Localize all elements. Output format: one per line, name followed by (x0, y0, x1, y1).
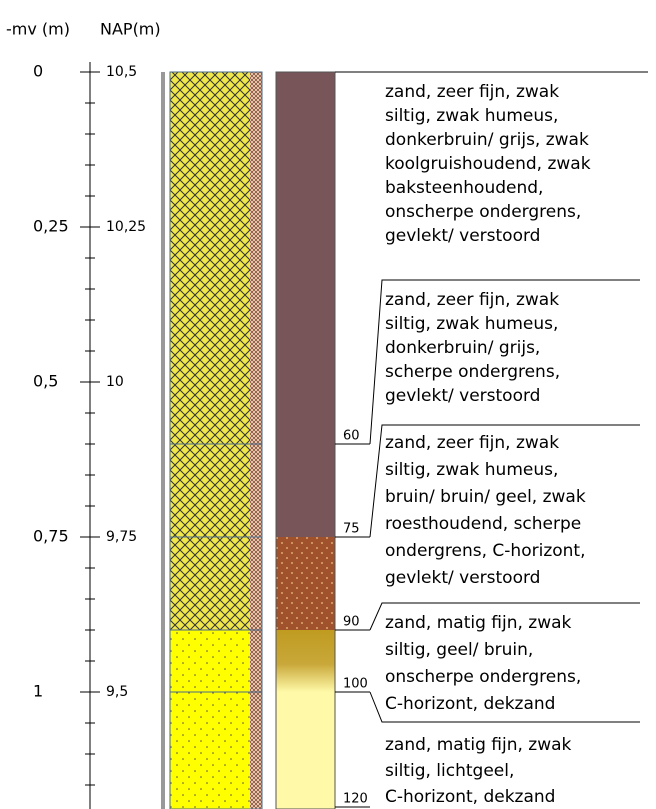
description-line: scherpe ondergrens, (385, 362, 560, 382)
lith-frame (169, 71, 263, 809)
description-line: zand, zeer fijn, zwak (385, 82, 559, 102)
description-line: zand, zeer fijn, zwak (385, 433, 559, 453)
description-line: bruin/ bruin/ geel, zwak (385, 487, 586, 507)
color-gold (276, 630, 335, 692)
casing-bar (161, 72, 165, 809)
leader (369, 279, 640, 445)
color-dark (276, 72, 335, 537)
description-line: zand, zeer fijn, zwak (385, 290, 559, 310)
description-line: donkerbruin/ grijs, zwak (385, 130, 589, 150)
nap-label: 10,25 (106, 219, 146, 235)
boundary-label: 90 (343, 615, 360, 630)
nap-label: 9,75 (106, 529, 137, 545)
description-line: koolgruishoudend, zwak (385, 154, 591, 174)
description-line: siltig, zwak humeus, (385, 460, 558, 480)
leader (369, 602, 640, 631)
description-line: C-horizont, dekzand (385, 694, 555, 714)
description-line: gevlekt/ verstoord (385, 226, 540, 246)
lith-crosshatch (170, 72, 250, 630)
description-line: gevlekt/ verstoord (385, 568, 540, 588)
nap-label: 10 (106, 374, 124, 390)
description-line: siltig, zwak humeus, (385, 314, 558, 334)
depth-header: -mv (m) (6, 20, 70, 39)
depth-label: 0,75 (33, 527, 69, 546)
description-line: baksteenhoudend, (385, 178, 543, 198)
depth-label: 1 (33, 682, 43, 701)
boundary-label: 75 (343, 522, 360, 537)
depth-label: 0 (33, 62, 43, 81)
description-line: siltig, zwak humeus, (385, 106, 558, 126)
leader (369, 691, 640, 723)
description-line: siltig, lichtgeel, (385, 761, 514, 781)
description-line: gevlekt/ verstoord (385, 386, 540, 406)
leader (369, 424, 640, 538)
color-frame (275, 71, 336, 809)
description-line: roesthoudend, scherpe (385, 514, 581, 534)
description-line: zand, matig fijn, zwak (385, 613, 572, 633)
lith-sand (170, 630, 250, 809)
color-browndots (276, 537, 335, 630)
boundary-label: 100 (343, 677, 368, 692)
description-line: onscherpe ondergrens, (385, 202, 581, 222)
boundary-label: 120 (343, 792, 368, 807)
nap-header: NAP(m) (100, 20, 161, 39)
description-line: ondergrens, C-horizont, (385, 541, 585, 561)
lith-strip (250, 72, 262, 809)
description-line: siltig, geel/ bruin, (385, 640, 533, 660)
description-line: C-horizont, dekzand (385, 787, 555, 807)
description-line: zand, matig fijn, zwak (385, 735, 572, 755)
depth-label: 0,25 (33, 217, 69, 236)
nap-label: 10,5 (106, 64, 137, 80)
description-line: donkerbruin/ grijs, (385, 338, 540, 358)
depth-label: 0,5 (33, 372, 58, 391)
boundary-label: 60 (343, 429, 360, 444)
description-line: onscherpe ondergrens, (385, 667, 581, 687)
nap-label: 9,5 (106, 684, 128, 700)
